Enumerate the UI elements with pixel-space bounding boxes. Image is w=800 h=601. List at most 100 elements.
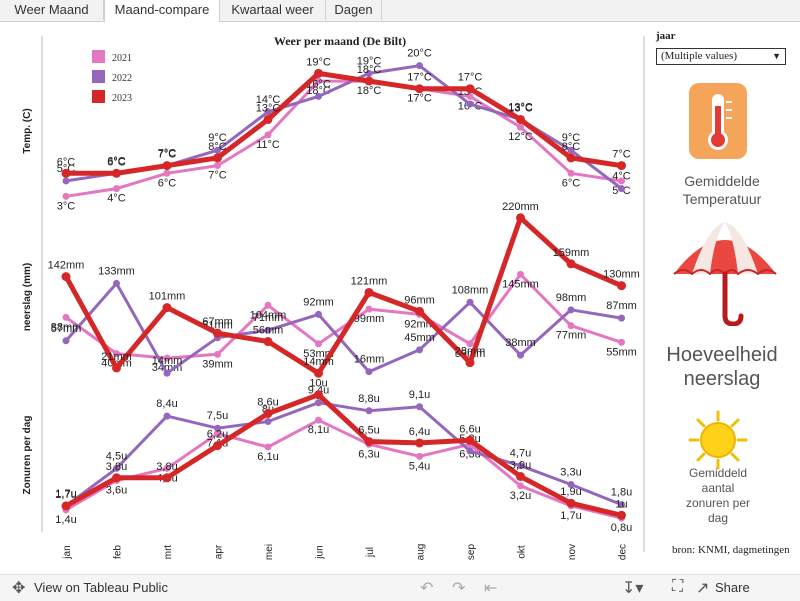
data-point-0-2023-6: [364, 76, 374, 86]
data-label-0-2023-6: 18°C: [357, 64, 382, 76]
data-label-2-2022-3: 7,5u: [207, 410, 228, 422]
data-point-1-2022-4: [264, 326, 272, 334]
data-point-0-2022-0: [62, 177, 70, 185]
data-label-1-2021-6: 99mm: [354, 313, 385, 325]
data-point-2-2022-5: [315, 399, 322, 407]
temp-tile-line1: Gemiddelde: [684, 173, 760, 189]
sun-tile-line4: dag: [707, 511, 729, 525]
data-label-1-2023-3: 67mm: [202, 316, 233, 328]
year-filter-select[interactable]: (Multiple values) ▼: [656, 48, 786, 65]
data-point-2-2023-4: [263, 408, 273, 418]
data-label-2-2023-3: 6,2u: [207, 429, 228, 441]
data-point-1-2022-6: [365, 368, 373, 376]
data-label-1-2023-0: 142mm: [48, 260, 85, 272]
data-point-0-2023-1: [112, 168, 121, 178]
series-line-2-2021: [65, 418, 622, 520]
data-point-2-2022-9: [517, 462, 524, 470]
revert-icon[interactable]: ⇤: [484, 580, 498, 597]
x-tick-label-mei: mei: [264, 544, 275, 560]
data-label-1-2023-1: 21mm: [101, 351, 132, 363]
umbrella-icon: [673, 222, 777, 326]
data-label-1-2021-4: 104mm: [250, 309, 287, 321]
tableau-toolbar: ✥ View on Tableau Public ↶ ↷ ⇤ ↧▾ ⛶ ↗ Sh…: [0, 574, 800, 601]
data-label-0-2022-9: 13°C: [508, 101, 533, 113]
data-point-2-2023-8: [465, 435, 475, 445]
data-label-2-2021-11: 0,8u: [611, 522, 632, 534]
data-point-1-2022-5: [315, 310, 322, 318]
data-label-0-2021-3: 7°C: [208, 170, 227, 182]
data-point-1-2023-11: [617, 281, 626, 291]
data-label-1-2023-10: 159mm: [553, 247, 590, 259]
data-point-0-2023-4: [263, 114, 273, 124]
data-point-1-2021-11: [618, 338, 625, 346]
data-label-2-2022-0: 1,7u: [55, 488, 76, 500]
data-label-0-2022-1: 6°C: [107, 155, 126, 167]
data-point-1-2023-9: [516, 213, 525, 223]
data-point-1-2021-5: [315, 340, 322, 348]
data-label-0-2022-10: 9°C: [562, 132, 581, 144]
data-point-2-2022-4: [264, 418, 272, 425]
data-point-1-2022-0: [62, 337, 70, 345]
data-label-2-2021-5: 8,1u: [308, 424, 329, 436]
data-label-0-2021-6: 18°C: [357, 85, 382, 97]
series-line-1-2023: [63, 215, 623, 376]
data-point-1-2023-3: [213, 328, 222, 338]
data-label-2-2023-2: 3,8u: [156, 461, 177, 473]
data-point-1-2023-2: [162, 303, 172, 313]
data-label-2-2021-6: 6,3u: [358, 448, 379, 460]
data-point-0-2022-3: [214, 146, 221, 154]
data-label-2-2022-6: 8,8u: [358, 393, 379, 405]
data-point-2-2021-7: [416, 452, 423, 460]
fullscreen-icon[interactable]: ⛶: [672, 578, 684, 595]
view-on-tableau-link[interactable]: View on Tableau Public: [34, 580, 168, 595]
data-point-2-2022-11: [618, 501, 625, 509]
data-label-0-2023-3: 8°C: [208, 141, 227, 153]
data-point-0-2023-3: [213, 153, 222, 163]
data-point-2-2023-10: [566, 498, 576, 508]
data-point-0-2023-11: [617, 161, 626, 171]
data-label-0-2022-11: 4°C: [612, 171, 631, 183]
data-label-1-2022-2: 14mm: [152, 355, 183, 367]
redo-icon[interactable]: ↷: [452, 580, 466, 597]
tab-maand-compare[interactable]: Maand-compare: [104, 0, 220, 22]
data-point-1-2022-9: [517, 351, 524, 359]
tab-weer-maand[interactable]: Weer Maand: [0, 0, 104, 20]
data-point-0-2023-5: [314, 68, 323, 78]
x-tick-label-jul: jul: [365, 547, 376, 558]
data-label-1-2023-6: 121mm: [351, 275, 388, 287]
data-point-1-2022-11: [618, 314, 625, 322]
data-label-0-2022-7: 20°C: [407, 48, 432, 60]
temp-tile-line2: Temperatuur: [682, 191, 762, 207]
data-point-0-2021-10: [567, 169, 575, 177]
data-label-0-2021-9: 12°C: [508, 131, 533, 143]
share-icon: ↗: [696, 580, 710, 597]
tab-kwartaal-weer[interactable]: Kwartaal weer: [220, 0, 326, 20]
download-icon[interactable]: ↧▾: [622, 580, 644, 597]
series-line-0-2023: [66, 70, 622, 176]
tab-dagen[interactable]: Dagen: [326, 0, 382, 20]
data-label-2-2022-2: 8,4u: [156, 398, 177, 410]
data-point-0-2023-8: [465, 84, 475, 94]
data-point-0-2022-8: [466, 100, 474, 108]
undo-icon[interactable]: ↶: [420, 580, 434, 597]
legend-label-2022: 2022: [112, 73, 132, 84]
data-label-0-2023-2: 7°C: [158, 149, 177, 161]
data-point-1-2021-9: [517, 270, 524, 278]
data-point-2-2023-3: [213, 441, 222, 451]
data-point-0-2021-4: [264, 131, 272, 139]
legend-swatch-2021: [92, 50, 105, 63]
data-point-2-2023-9: [516, 471, 525, 481]
data-label-0-2021-7: 17°C: [407, 93, 432, 105]
data-label-0-2021-10: 6°C: [562, 177, 581, 189]
data-point-1-2023-1: [112, 363, 121, 373]
share-button[interactable]: Share: [715, 580, 750, 595]
data-label-2-2023-1: 3,8u: [106, 461, 127, 473]
weather-chart: Weer per maand (De Bilt) 2021 2022 2023 Temp…: [22, 34, 645, 560]
data-point-2-2023-6: [364, 437, 374, 447]
data-label-1-2022-1: 133mm: [98, 265, 135, 277]
data-label-1-2023-5: 14mm: [303, 356, 334, 368]
data-point-0-2022-4: [264, 108, 272, 116]
data-label-1-2022-8: 108mm: [452, 284, 489, 296]
data-label-0-2022-3: 9°C: [208, 132, 227, 144]
data-label-1-2022-10: 98mm: [556, 292, 587, 304]
